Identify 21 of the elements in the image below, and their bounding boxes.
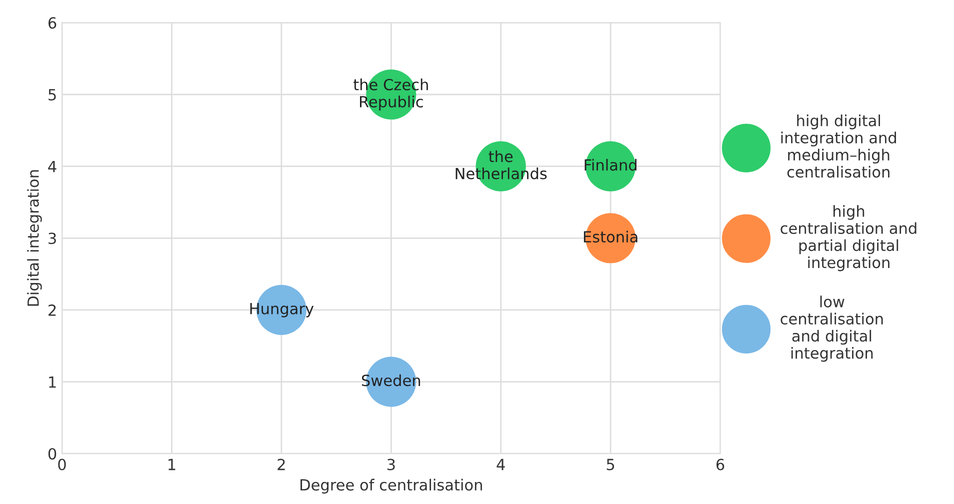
x-tick-label: 3 (387, 458, 395, 470)
y-axis-title: Digital integration (27, 170, 42, 306)
x-tick-label: 2 (278, 458, 285, 470)
y-tick-label: 0 (48, 448, 56, 460)
x-tick-label: 5 (606, 458, 614, 470)
y-tick-label: 5 (48, 89, 56, 101)
x-tick-label: 4 (496, 458, 505, 470)
y-tick-label: 6 (48, 17, 56, 29)
x-tick-label: 1 (168, 458, 176, 470)
x-tick-label: 6 (716, 458, 724, 470)
y-tick-label: 2 (48, 304, 56, 316)
x-axis-title: Degree of centralisation (300, 478, 482, 494)
y-tick-label: 1 (49, 376, 56, 388)
annotation: Sweden (362, 374, 420, 386)
text: high centralisation and partial digital integration (780, 205, 916, 272)
text: high digital integration and medium–high centralisation (781, 114, 896, 178)
y-tick-label: 4 (48, 160, 56, 172)
text: low centralisation and digital integration (780, 296, 883, 362)
x-tick-label: 0 (58, 458, 66, 470)
y-tick-label: 3 (48, 232, 56, 244)
annotation: Hungary (250, 303, 314, 318)
